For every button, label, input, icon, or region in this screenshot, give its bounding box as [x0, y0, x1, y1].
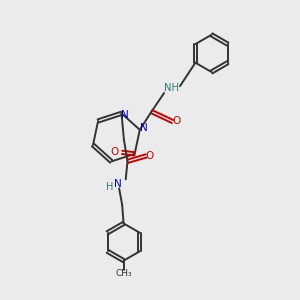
Text: H: H	[106, 182, 113, 191]
Text: N: N	[140, 123, 147, 133]
Text: O: O	[146, 151, 154, 161]
Text: NH: NH	[164, 82, 179, 93]
Text: O: O	[110, 147, 118, 158]
Text: CH₃: CH₃	[115, 269, 132, 278]
Text: N: N	[114, 178, 122, 188]
Text: O: O	[172, 116, 180, 127]
Text: N: N	[121, 110, 129, 120]
